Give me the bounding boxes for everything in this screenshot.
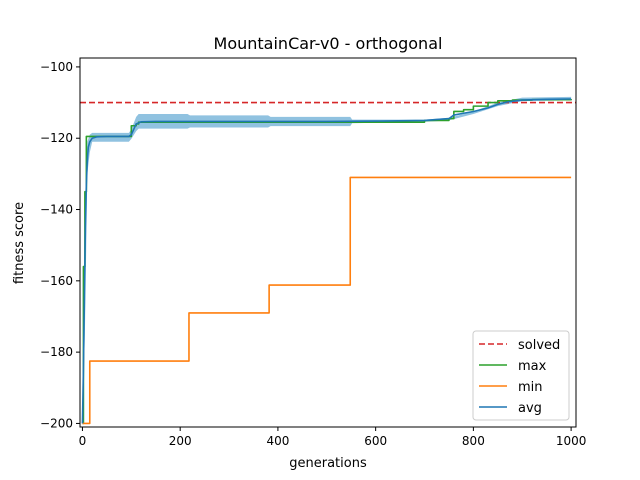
x-tick-label: 0 (79, 434, 87, 448)
legend-label-min: min (518, 380, 543, 395)
x-tick-label: 400 (266, 434, 289, 448)
legend-label-solved: solved (518, 338, 560, 353)
x-tick-label: 1000 (556, 434, 587, 448)
legend: solved max min avg (472, 330, 570, 421)
series-line-avg (81, 98, 572, 424)
y-tick-label: −160 (40, 274, 73, 288)
legend-items: solved max min avg (479, 338, 560, 416)
legend-label-avg: avg (518, 401, 542, 416)
y-tick-label: −200 (40, 416, 73, 430)
legend-label-max: max (518, 359, 547, 374)
y-tick-label: −180 (40, 345, 73, 359)
legend-frame (472, 330, 570, 421)
chart-title: MountainCar-v0 - orthogonal (214, 34, 443, 53)
x-axis-label: generations (289, 456, 367, 471)
x-tick-label: 200 (169, 434, 192, 448)
series-line-min (82, 176, 572, 425)
y-tick-label: −120 (40, 131, 73, 145)
y-tick-label: −100 (40, 60, 73, 74)
y-axis-label: fitness score (12, 202, 27, 284)
y-tick-label: −140 (40, 203, 73, 217)
x-axis-ticks: 0 200 400 600 800 1000 (79, 427, 587, 448)
x-tick-label: 600 (364, 434, 387, 448)
plot-frame (79, 57, 577, 428)
y-axis-ticks: −200 −180 −160 −140 −120 −100 (40, 60, 80, 430)
x-tick-label: 800 (462, 434, 485, 448)
series-layer (80, 98, 576, 425)
